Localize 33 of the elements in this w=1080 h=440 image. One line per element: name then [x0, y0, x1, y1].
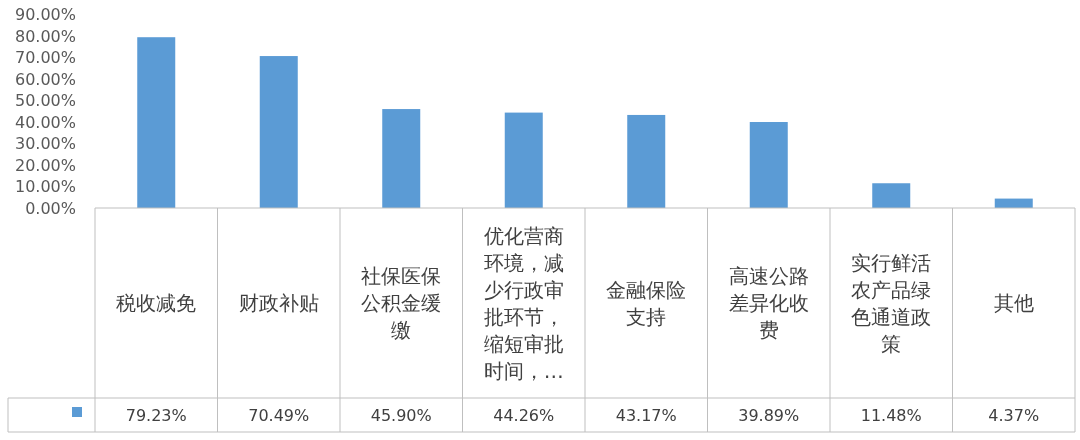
y-tick-label: 20.00% [14, 155, 76, 175]
data-label: 45.90% [370, 406, 432, 425]
data-label: 11.48% [860, 406, 922, 425]
bar [504, 112, 543, 208]
x-tick-label: 社保医保公积金缓缴 [361, 264, 442, 342]
x-tick-label: 优化营商环境，减少行政审批环节，缩短审批时间，… [483, 223, 564, 383]
data-label: 39.89% [738, 406, 800, 425]
data-label: 4.37% [988, 406, 1040, 425]
x-tick-label: 金融保险支持 [606, 277, 687, 329]
y-tick-label: 90.00% [14, 5, 76, 24]
data-label: 70.49% [248, 406, 310, 425]
data-label: 44.26% [493, 406, 555, 425]
bar [749, 122, 788, 208]
y-tick-label: 50.00% [14, 91, 76, 111]
y-tick-label: 70.00% [14, 48, 76, 68]
y-tick-label: 60.00% [14, 69, 76, 89]
x-tick-label: 实行鲜活农产品绿色通道政策 [851, 250, 932, 356]
y-tick-label: 30.00% [14, 134, 76, 154]
data-label: 43.17% [615, 406, 677, 425]
x-tick-label: 财政补贴 [238, 291, 319, 315]
bar [872, 183, 911, 208]
x-tick-label: 税收减免 [116, 291, 197, 315]
bar [259, 56, 298, 208]
bar [627, 114, 666, 208]
y-tick-label: 40.00% [14, 112, 76, 132]
y-tick-label: 0.00% [25, 199, 76, 218]
x-tick-label: 高速公路差异化收费 [728, 264, 809, 342]
x-tick-label: 其他 [993, 291, 1034, 315]
y-tick-label: 10.00% [14, 177, 76, 197]
bar [137, 37, 176, 208]
data-label: 79.23% [125, 406, 187, 425]
y-tick-label: 80.00% [14, 26, 76, 46]
bar [382, 109, 421, 208]
